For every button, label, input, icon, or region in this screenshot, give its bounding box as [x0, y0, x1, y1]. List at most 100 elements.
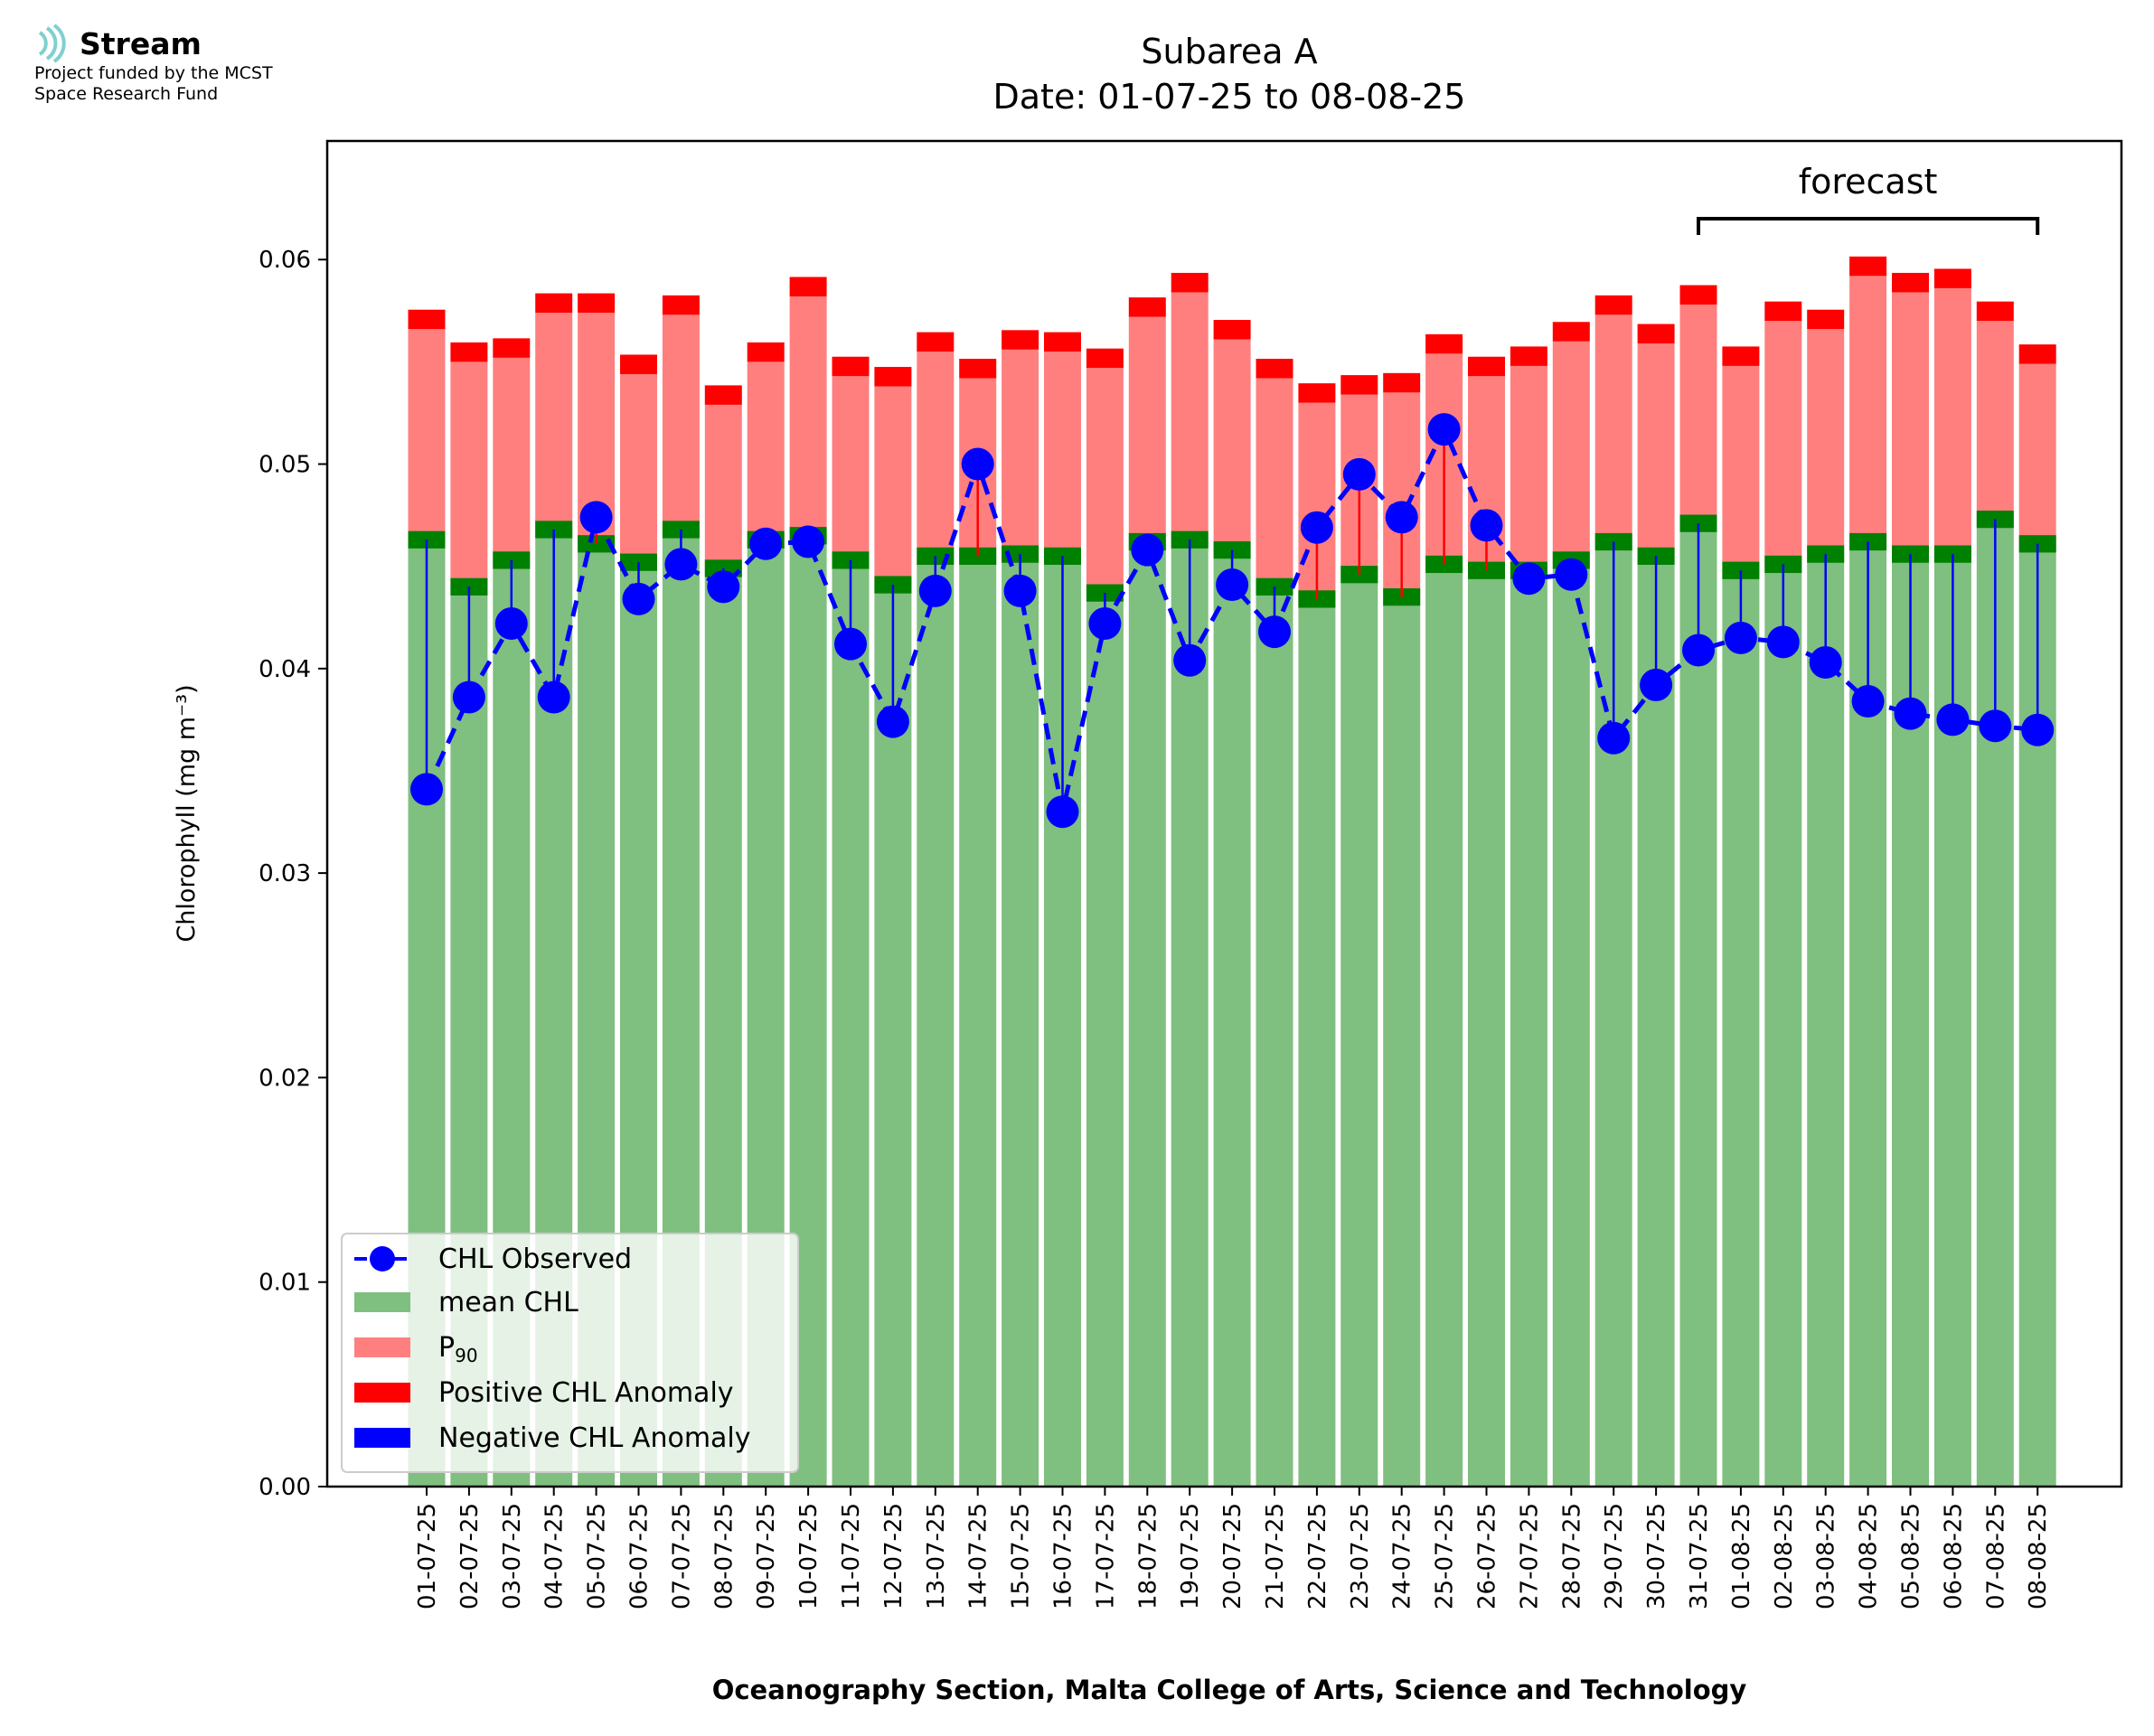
observed-point — [918, 574, 952, 607]
x-axis: 01-07-25 02-07-25 03-07-25 04-07-25 05-07-25… — [414, 1487, 2052, 1609]
mean-bar — [1256, 586, 1293, 1487]
observed-point — [1300, 511, 1333, 544]
chart-title: Subarea A — [1141, 32, 1317, 71]
legend-item-observed: CHL Observed — [354, 1243, 632, 1275]
mean-marker — [1383, 588, 1421, 606]
mean-marker — [1594, 532, 1632, 551]
x-tick-label: 07-08-25 — [1982, 1503, 2009, 1609]
observed-point — [579, 501, 613, 534]
p90-bar — [1044, 352, 1081, 557]
positive-anomaly-cap — [578, 293, 616, 314]
mean-bar — [1425, 564, 1463, 1487]
positive-anomaly-cap — [1298, 383, 1336, 403]
p90-bar — [1510, 365, 1547, 571]
positive-anomaly-cap — [1892, 272, 1929, 293]
observed-point — [1936, 703, 1970, 737]
positive-anomaly-cap — [1044, 332, 1081, 352]
p90-bar — [874, 386, 912, 586]
mean-marker — [1298, 590, 1336, 608]
observed-point — [1766, 625, 1800, 659]
mean-bar — [1340, 574, 1378, 1487]
positive-anomaly-cap — [1425, 333, 1463, 354]
p90-bar — [1722, 365, 1760, 571]
p90-bar — [789, 296, 827, 536]
positive-anomaly-cap — [917, 332, 955, 352]
x-tick-label: 11-07-25 — [838, 1503, 865, 1609]
observed-point — [1809, 646, 1842, 680]
mean-marker — [1933, 545, 1971, 563]
mean-marker — [1892, 545, 1929, 563]
observed-point — [1385, 501, 1418, 534]
mean-bar — [1637, 556, 1675, 1487]
observed-point — [1046, 795, 1079, 829]
x-tick-label: 03-07-25 — [499, 1503, 526, 1609]
positive-anomaly-cap — [1383, 372, 1421, 393]
x-tick-label: 04-08-25 — [1856, 1503, 1883, 1609]
p90-bar — [1892, 292, 1929, 555]
positive-anomaly-cap — [874, 367, 912, 387]
legend-item-p90: P90 — [354, 1332, 478, 1366]
positive-anomaly-cap — [1849, 256, 1887, 277]
mean-bar — [1002, 554, 1039, 1487]
mean-marker — [1976, 511, 2014, 529]
p90-bar — [1256, 378, 1293, 587]
observed-point — [1640, 668, 1673, 701]
mean-bar — [1468, 570, 1505, 1487]
y-tick-label: 0.00 — [259, 1474, 311, 1501]
positive-anomaly-cap — [1722, 346, 1760, 366]
x-tick-label: 13-07-25 — [923, 1503, 950, 1609]
legend-label-p90: P90 — [438, 1332, 478, 1366]
plot-frame — [325, 139, 2123, 1488]
p90-bar — [917, 352, 955, 557]
observed-point — [1979, 709, 2012, 743]
mean-bar — [1213, 549, 1251, 1487]
positive-anomaly-cap — [1256, 359, 1293, 379]
mean-bar — [1298, 598, 1336, 1487]
observed-point — [537, 680, 570, 714]
legend-label-negative: Negative CHL Anomaly — [438, 1422, 751, 1454]
y-tick-label: 0.06 — [259, 247, 311, 274]
x-tick-label: 12-07-25 — [880, 1503, 908, 1609]
y-tick-label: 0.02 — [259, 1065, 311, 1092]
observed-point — [1216, 568, 1249, 602]
legend: CHL Observed mean CHL P90 Positive CHL A… — [341, 1233, 799, 1473]
observed-point — [1427, 413, 1461, 446]
x-tick-label: 06-07-25 — [626, 1503, 654, 1609]
stream-logo: Stream Project funded by the MCST Space … — [34, 23, 333, 105]
mean-marker — [1849, 532, 1887, 551]
mean-marker — [1425, 555, 1463, 574]
positive-anomaly-cap — [2018, 344, 2056, 364]
p90-bar — [662, 314, 700, 530]
observed-point — [961, 447, 994, 481]
p90-bar — [1086, 368, 1124, 594]
legend-item-positive: Positive CHL Anomaly — [354, 1377, 734, 1409]
p90-bar — [1552, 341, 1590, 560]
x-tick-label: 22-07-25 — [1304, 1503, 1331, 1609]
p90-bar — [450, 361, 488, 587]
positive-anomaly-cap — [620, 354, 657, 374]
legend-label-observed: CHL Observed — [438, 1243, 632, 1275]
mean-bar — [959, 556, 997, 1487]
x-tick-label: 15-07-25 — [1008, 1503, 1035, 1609]
mean-marker — [2018, 535, 2056, 553]
p90-bar — [620, 373, 657, 563]
positive-anomaly-cap — [1637, 324, 1675, 344]
positive-anomaly-cap — [789, 277, 827, 296]
x-tick-label: 27-07-25 — [1516, 1503, 1543, 1609]
legend-label-positive: Positive CHL Anomaly — [438, 1377, 734, 1409]
legend-box — [341, 1233, 799, 1473]
observed-point — [707, 570, 740, 604]
p90-bar — [832, 376, 870, 560]
p90-bar — [1933, 287, 1971, 555]
mean-marker — [1807, 545, 1845, 563]
x-tick-label: 23-07-25 — [1347, 1503, 1374, 1609]
x-axis-label: Oceanography Section, Malta College of A… — [712, 1675, 1747, 1705]
x-tick-label: 24-07-25 — [1389, 1503, 1416, 1609]
positive-anomaly-cap — [704, 385, 742, 405]
p90-bar — [1171, 292, 1209, 540]
observed-point — [494, 607, 528, 641]
x-tick-label: 26-07-25 — [1474, 1503, 1501, 1609]
observed-point — [1470, 509, 1503, 542]
x-tick-label: 02-07-25 — [456, 1503, 484, 1609]
mean-bar — [1679, 523, 1717, 1487]
